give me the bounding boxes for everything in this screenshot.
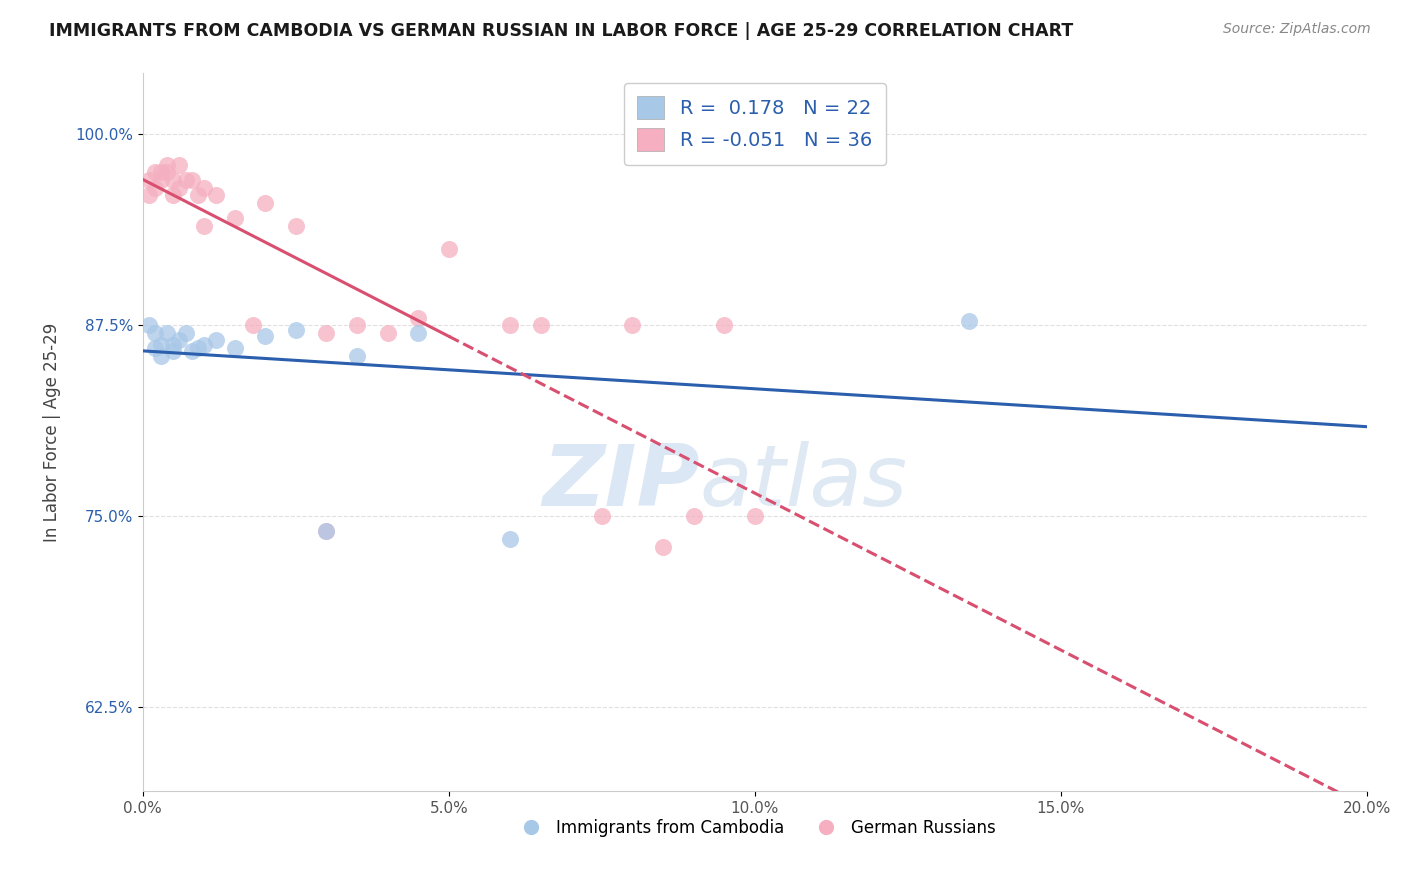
- Point: [315, 524, 337, 539]
- Point: [224, 211, 246, 226]
- Point: [162, 188, 184, 202]
- Text: IMMIGRANTS FROM CAMBODIA VS GERMAN RUSSIAN IN LABOR FORCE | AGE 25-29 CORRELATIO: IMMIGRANTS FROM CAMBODIA VS GERMAN RUSSI…: [49, 22, 1073, 40]
- Point: [156, 165, 179, 179]
- Point: [377, 326, 399, 340]
- Point: [138, 188, 160, 202]
- Point: [254, 329, 277, 343]
- Point: [174, 173, 197, 187]
- Point: [744, 509, 766, 524]
- Point: [150, 173, 173, 187]
- Point: [224, 341, 246, 355]
- Point: [284, 219, 307, 233]
- Point: [150, 338, 173, 352]
- Point: [138, 173, 160, 187]
- Text: atlas: atlas: [700, 441, 908, 524]
- Point: [180, 344, 202, 359]
- Point: [150, 349, 173, 363]
- Point: [621, 318, 644, 333]
- Point: [156, 326, 179, 340]
- Point: [193, 180, 215, 194]
- Point: [652, 540, 675, 554]
- Point: [150, 165, 173, 179]
- Point: [143, 165, 166, 179]
- Point: [162, 173, 184, 187]
- Point: [169, 334, 191, 348]
- Point: [180, 173, 202, 187]
- Point: [205, 188, 228, 202]
- Point: [284, 323, 307, 337]
- Point: [174, 326, 197, 340]
- Point: [346, 318, 368, 333]
- Point: [315, 524, 337, 539]
- Point: [169, 158, 191, 172]
- Y-axis label: In Labor Force | Age 25-29: In Labor Force | Age 25-29: [44, 323, 60, 541]
- Point: [499, 532, 522, 546]
- Point: [143, 326, 166, 340]
- Point: [162, 338, 184, 352]
- Point: [156, 158, 179, 172]
- Legend: Immigrants from Cambodia, German Russians: Immigrants from Cambodia, German Russian…: [508, 813, 1002, 844]
- Point: [315, 326, 337, 340]
- Point: [169, 180, 191, 194]
- Point: [957, 313, 980, 327]
- Point: [254, 195, 277, 210]
- Point: [162, 344, 184, 359]
- Point: [143, 180, 166, 194]
- Point: [187, 341, 209, 355]
- Point: [591, 509, 613, 524]
- Point: [682, 509, 704, 524]
- Point: [406, 326, 429, 340]
- Point: [205, 334, 228, 348]
- Point: [529, 318, 551, 333]
- Point: [143, 341, 166, 355]
- Point: [187, 188, 209, 202]
- Point: [437, 242, 460, 256]
- Point: [193, 338, 215, 352]
- Point: [138, 318, 160, 333]
- Point: [406, 310, 429, 325]
- Text: ZIP: ZIP: [543, 441, 700, 524]
- Point: [242, 318, 264, 333]
- Point: [713, 318, 735, 333]
- Point: [346, 349, 368, 363]
- Point: [193, 219, 215, 233]
- Text: Source: ZipAtlas.com: Source: ZipAtlas.com: [1223, 22, 1371, 37]
- Point: [499, 318, 522, 333]
